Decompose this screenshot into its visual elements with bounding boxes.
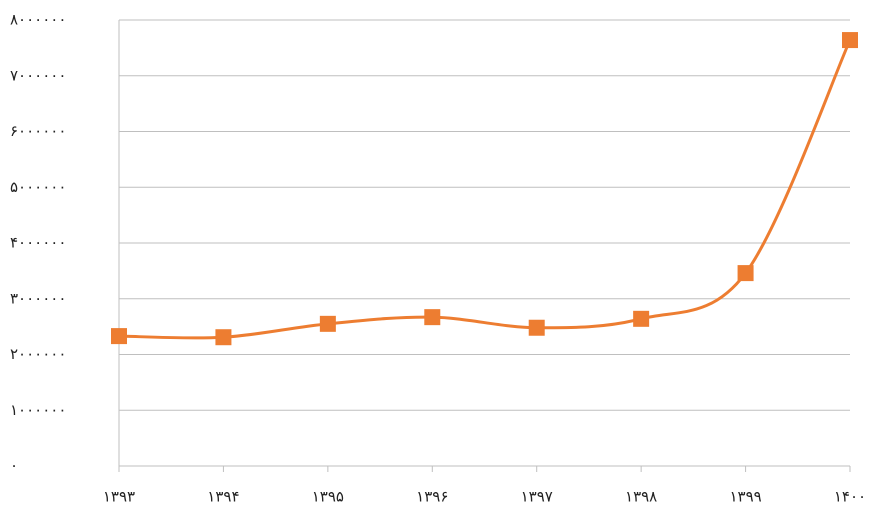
x-tick-label: ۱۴۰۰ [834, 488, 866, 506]
y-tick-label: ۱۰۰۰۰۰۰ [10, 401, 66, 419]
marker [633, 310, 650, 327]
y-tick-label: ۳۰۰۰۰۰۰ [10, 289, 66, 307]
marker [842, 32, 858, 49]
marker [737, 265, 754, 282]
y-tick-label: ۴۰۰۰۰۰۰ [10, 234, 66, 252]
marker [528, 319, 545, 336]
y-tick-label: ۰ [10, 457, 18, 475]
line [118, 39, 852, 340]
x-tick-label: ۱۳۹۴ [207, 488, 239, 506]
x-tick-label: ۱۳۹۹ [729, 488, 761, 506]
x-tick-label: ۱۳۹۸ [625, 488, 657, 506]
marker [111, 328, 127, 345]
x-tick-label: ۱۳۹۶ [416, 488, 448, 506]
x-tick-label: ۱۳۹۳ [103, 488, 135, 506]
x-tick-label: ۱۳۹۵ [312, 488, 344, 506]
marker [319, 315, 336, 332]
marker [424, 309, 441, 326]
x-tick-label: ۱۳۹۷ [521, 488, 553, 506]
marker [215, 329, 232, 346]
y-tick-label: ۸۰۰۰۰۰۰ [10, 11, 66, 29]
y-tick-label: ۵۰۰۰۰۰۰ [10, 178, 66, 196]
y-tick-label: ۷۰۰۰۰۰۰ [10, 66, 66, 84]
y-tick-label: ۲۰۰۰۰۰۰ [10, 345, 66, 363]
y-tick-label: ۶۰۰۰۰۰۰ [10, 122, 66, 140]
